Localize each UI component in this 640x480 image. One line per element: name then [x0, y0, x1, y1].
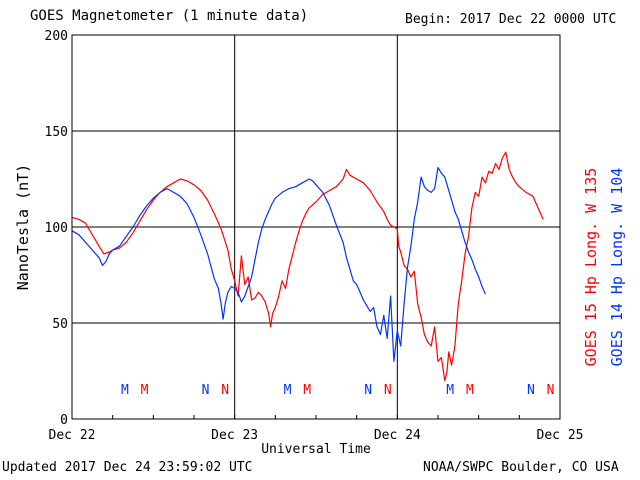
marker-m: M	[121, 383, 129, 398]
marker-m: M	[303, 383, 311, 398]
marker-m: M	[446, 383, 454, 398]
x-axis-label: Universal Time	[261, 442, 371, 457]
x-tick-label: Dec 22	[49, 428, 96, 443]
begin-time: Begin: 2017 Dec 22 0000 UTC	[405, 12, 617, 27]
marker-n: N	[202, 383, 210, 398]
marker-m: M	[284, 383, 292, 398]
y-tick-label: 200	[45, 29, 68, 44]
chart-title: GOES Magnetometer (1 minute data)	[30, 8, 309, 24]
marker-n: N	[364, 383, 372, 398]
updated-timestamp: Updated 2017 Dec 24 23:59:02 UTC	[2, 460, 253, 475]
y-tick-label: 100	[45, 221, 68, 236]
x-tick-label: Dec 25	[537, 428, 584, 443]
legend-goes14: GOES 14 Hp Long. W 104	[608, 168, 626, 367]
y-tick-label: 0	[60, 413, 68, 428]
credit-text: NOAA/SWPC Boulder, CO USA	[423, 460, 619, 475]
marker-n: N	[527, 383, 535, 398]
y-tick-labels: 0 50 100 150 200	[45, 29, 68, 428]
marker-n: N	[384, 383, 392, 398]
marker-n: N	[221, 383, 229, 398]
y-axis-label: NanoTesla (nT)	[14, 164, 32, 290]
y-tick-label: 150	[45, 125, 68, 140]
series-layer	[71, 151, 544, 382]
legend-goes15: GOES 15 Hp Long. W 135	[582, 168, 600, 367]
marker-m: M	[466, 383, 474, 398]
x-tick-labels: Dec 22 Dec 23 Dec 24 Dec 25	[49, 428, 584, 443]
x-tick-label: Dec 24	[374, 428, 421, 443]
grid	[71, 35, 561, 419]
marker-n: N	[547, 383, 555, 398]
series-line-1	[71, 166, 486, 362]
series-line-0	[71, 151, 544, 382]
x-tick-label: Dec 23	[211, 428, 258, 443]
marker-m: M	[141, 383, 149, 398]
y-tick-label: 50	[52, 317, 68, 332]
plot-frame	[71, 34, 561, 420]
